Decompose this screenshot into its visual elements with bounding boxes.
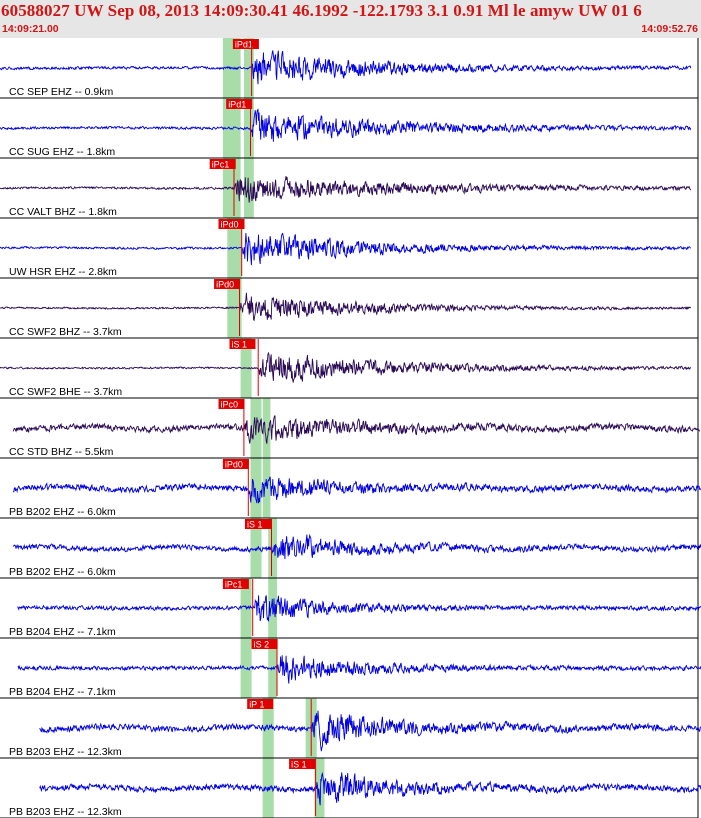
pick-marker[interactable] xyxy=(251,639,278,649)
pick-marker[interactable] xyxy=(214,279,241,289)
seismic-trace xyxy=(0,351,692,383)
station-label: PB B202 EHZ -- 6.0km xyxy=(9,506,116,518)
station-label: PB B202 EHZ -- 6.0km xyxy=(9,566,116,578)
seismic-trace xyxy=(0,176,692,203)
pick-label: iPd1 xyxy=(228,100,246,110)
seismic-trace xyxy=(12,415,701,444)
pick-marker[interactable] xyxy=(226,99,253,109)
pick-marker[interactable] xyxy=(245,519,271,529)
station-label: PB B203 EHZ -- 12.3km xyxy=(9,746,122,758)
pick-label: iS 1 xyxy=(247,520,263,530)
pick-label: iPd0 xyxy=(225,460,243,470)
pick-marker[interactable] xyxy=(209,159,236,169)
pick-window xyxy=(262,458,271,518)
pick-window xyxy=(240,638,252,698)
seismic-trace xyxy=(0,232,691,266)
pick-label: iPc1 xyxy=(212,160,230,170)
seismic-trace xyxy=(39,710,701,752)
station-label: CC SEP EHZ -- 0.9km xyxy=(9,86,113,98)
station-label: CC VALT BHZ -- 1.8km xyxy=(9,206,117,218)
station-label: PB B203 EHZ -- 12.3km xyxy=(9,806,122,818)
seismogram-plot: iPd1 iPd1 iPc1 iPd0 iPd0 iS 1 iPc0 iPd0 iS 1 iPc1… xyxy=(0,38,701,818)
pick-label: iS 2 xyxy=(254,640,270,650)
pick-marker[interactable] xyxy=(218,219,245,229)
station-label: PB B204 EHZ -- 7.1km xyxy=(9,686,116,698)
seismic-trace xyxy=(0,50,692,85)
event-header: 60588027 UW Sep 08, 2013 14:09:30.41 46.… xyxy=(0,0,701,38)
pick-window xyxy=(250,458,262,518)
seismic-trace xyxy=(39,771,701,806)
pick-marker[interactable] xyxy=(247,699,274,709)
station-label: CC SUG EHZ -- 1.8km xyxy=(9,146,115,158)
station-label: CC STD BHZ -- 5.5km xyxy=(9,446,114,458)
station-label: CC SWF2 BHZ -- 3.7km xyxy=(9,326,122,338)
end-time-label: 14:09:52.76 xyxy=(641,23,698,35)
pick-window xyxy=(243,158,254,218)
seismic-trace xyxy=(12,476,701,504)
station-label: PB B204 EHZ -- 7.1km xyxy=(9,626,116,638)
pick-label: iPd0 xyxy=(221,220,239,230)
pick-label: iPc0 xyxy=(221,400,239,410)
seismic-trace xyxy=(0,292,692,322)
pick-window xyxy=(227,218,242,278)
station-label: CC SWF2 BHE -- 3.7km xyxy=(9,386,122,398)
pick-window xyxy=(268,518,277,578)
labels-layer: CC SEP EHZ -- 0.9km CC SUG EHZ -- 1.8km CC… xyxy=(9,86,122,818)
seismic-trace xyxy=(17,595,701,622)
pick-marker[interactable] xyxy=(222,579,249,589)
pick-marker[interactable] xyxy=(218,399,245,409)
traces-layer xyxy=(0,50,701,806)
pick-marker[interactable] xyxy=(229,339,256,349)
seismic-trace xyxy=(12,533,701,560)
pick-marker[interactable] xyxy=(232,39,259,49)
pick-marker[interactable] xyxy=(289,759,316,769)
pick-label: iS 1 xyxy=(232,340,248,350)
event-title: 60588027 UW Sep 08, 2013 14:09:30.41 46.… xyxy=(1,1,642,20)
pick-label: iP 1 xyxy=(249,700,264,710)
pick-window xyxy=(314,758,325,818)
row-dividers xyxy=(0,38,699,818)
seismic-trace xyxy=(17,655,701,684)
pick-label: iPd1 xyxy=(235,40,253,50)
pick-window xyxy=(243,98,254,158)
picks-layer: iPd1 iPd1 iPc1 iPd0 iPd0 iS 1 iPc0 iPd0 iS 1 iPc1… xyxy=(209,39,317,816)
start-time-label: 14:09:21.00 xyxy=(2,23,59,35)
station-label: UW HSR EHZ -- 2.8km xyxy=(9,266,117,278)
pick-label: iPd0 xyxy=(216,280,234,290)
pick-label: iPc1 xyxy=(225,580,243,590)
pick-label: iS 1 xyxy=(291,760,307,770)
pick-window xyxy=(262,398,271,458)
pick-marker[interactable] xyxy=(222,459,249,469)
seismic-trace xyxy=(0,108,692,142)
